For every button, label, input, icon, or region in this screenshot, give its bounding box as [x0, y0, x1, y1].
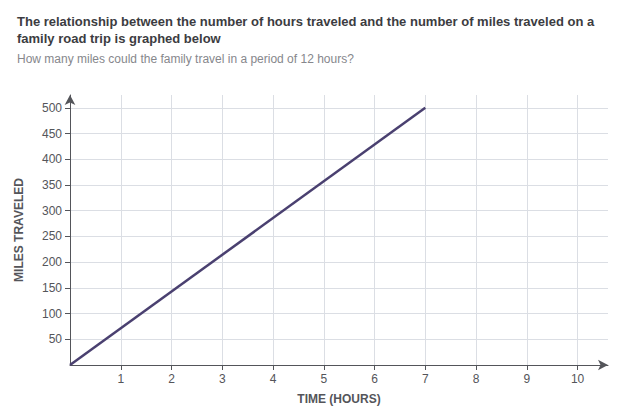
- svg-text:5: 5: [320, 372, 327, 386]
- svg-text:7: 7: [422, 372, 429, 386]
- svg-text:2: 2: [168, 372, 175, 386]
- svg-text:family road trip is graphed be: family road trip is graphed below: [17, 31, 222, 46]
- svg-text:4: 4: [270, 372, 277, 386]
- svg-text:350: 350: [42, 178, 62, 192]
- svg-text:450: 450: [42, 127, 62, 141]
- svg-text:200: 200: [42, 255, 62, 269]
- svg-text:500: 500: [42, 101, 62, 115]
- svg-text:50: 50: [49, 332, 63, 346]
- svg-text:150: 150: [42, 281, 62, 295]
- svg-text:8: 8: [473, 372, 480, 386]
- svg-text:MILES TRAVELED: MILES TRAVELED: [12, 178, 26, 282]
- svg-text:9: 9: [523, 372, 530, 386]
- svg-text:10: 10: [571, 372, 585, 386]
- svg-text:3: 3: [219, 372, 226, 386]
- svg-text:250: 250: [42, 229, 62, 243]
- svg-text:The relationship between the n: The relationship between the number of h…: [17, 14, 598, 29]
- svg-text:1: 1: [117, 372, 124, 386]
- svg-text:400: 400: [42, 152, 62, 166]
- svg-text:100: 100: [42, 307, 62, 321]
- svg-text:How many miles could the famil: How many miles could the family travel i…: [17, 52, 354, 66]
- svg-text:300: 300: [42, 204, 62, 218]
- svg-text:TIME (HOURS): TIME (HOURS): [297, 392, 380, 406]
- svg-text:6: 6: [371, 372, 378, 386]
